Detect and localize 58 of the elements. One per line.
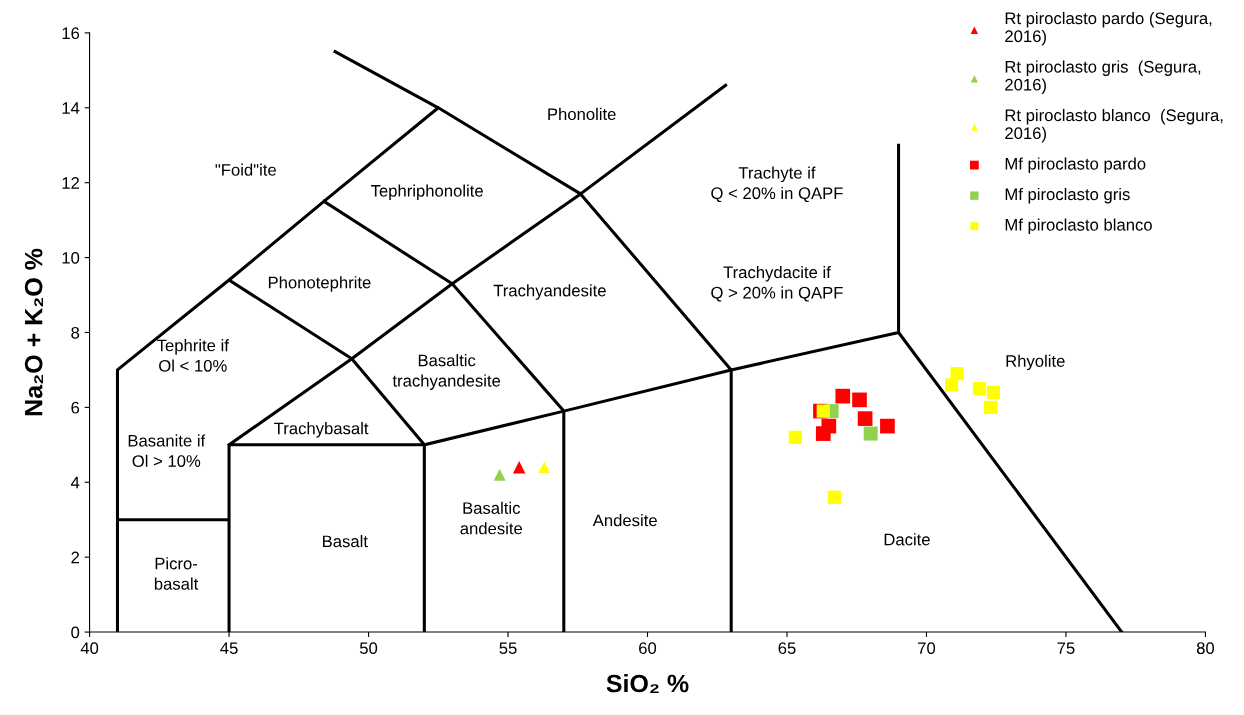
x-tick-label: 70 xyxy=(918,642,936,655)
annotation: Rhyolite xyxy=(1006,354,1065,371)
x-axis-title: SiO₂ % xyxy=(606,673,689,693)
annotation: Trachybasalt xyxy=(274,422,369,438)
x-tick-label: 50 xyxy=(359,642,378,655)
point xyxy=(857,411,873,426)
point xyxy=(944,378,959,392)
annotation: Basanite if Ol > 10% xyxy=(128,434,206,467)
x-tick-label: 75 xyxy=(1057,642,1075,655)
annotation: "Foid"ite xyxy=(215,163,276,176)
legend-label: Mf piroclasto gris xyxy=(1005,187,1130,204)
annotation: Phonotephrite xyxy=(268,276,371,292)
legend-label: Mf piroclasto blanco xyxy=(1005,218,1152,235)
annotation: Picro- basalt xyxy=(154,557,199,590)
y-tick-label: 6 xyxy=(71,401,80,414)
x-tick-label: 65 xyxy=(778,642,796,655)
point xyxy=(815,426,831,441)
x-tick-label: 80 xyxy=(1196,642,1215,655)
x-tick-label: 60 xyxy=(639,642,657,655)
annotation: Andesite xyxy=(592,514,657,527)
annotation: Trachyte if Q < 20% in QAPF xyxy=(711,166,843,203)
y-tick-label: 2 xyxy=(71,551,80,564)
y-tick-label: 4 xyxy=(70,476,80,489)
point xyxy=(827,490,841,504)
point xyxy=(880,418,895,434)
annotation: Dacite xyxy=(884,533,930,546)
point xyxy=(972,382,987,396)
point xyxy=(852,392,867,408)
y-tick-label: 16 xyxy=(62,27,80,40)
annotation: Basaltic andesite xyxy=(460,501,523,535)
point xyxy=(493,468,506,481)
legend-label: Rt piroclasto pardo (Segura, 2016) xyxy=(1005,11,1212,46)
legend-label: Mf piroclasto pardo xyxy=(1005,157,1146,173)
y-tick-label: 14 xyxy=(62,102,80,114)
legend-label: Rt piroclasto blanco (Segura, 2016) xyxy=(1005,108,1223,143)
point xyxy=(984,400,998,414)
point xyxy=(835,388,851,404)
annotation: Basaltic trachyandesite xyxy=(392,354,501,390)
point xyxy=(986,385,1001,399)
annotation: Trachydacite if Q > 20% in QAPF xyxy=(711,265,843,302)
annotation: Tephriphonolite xyxy=(370,184,483,201)
x-tick-label: 55 xyxy=(499,642,517,655)
annotation: Phonolite xyxy=(548,107,616,121)
point xyxy=(863,426,878,441)
annotation: Tephrite if Ol < 10% xyxy=(157,339,229,372)
y-tick-label: 12 xyxy=(62,177,80,189)
y-axis-title: Na₂O + K₂O % xyxy=(24,248,44,416)
x-tick-label: 40 xyxy=(80,642,99,655)
annotation: Basalt xyxy=(323,535,368,548)
x-tick-label: 45 xyxy=(220,642,238,655)
point xyxy=(538,461,551,474)
point xyxy=(512,461,526,474)
annotation: Trachyandesite xyxy=(493,284,606,300)
point xyxy=(788,430,802,444)
y-tick-label: 10 xyxy=(62,251,80,264)
y-tick-label: 8 xyxy=(71,326,80,339)
y-tick-label: 0 xyxy=(71,626,80,639)
legend-label: Rt piroclasto gris (Segura, 2016) xyxy=(1005,60,1201,94)
